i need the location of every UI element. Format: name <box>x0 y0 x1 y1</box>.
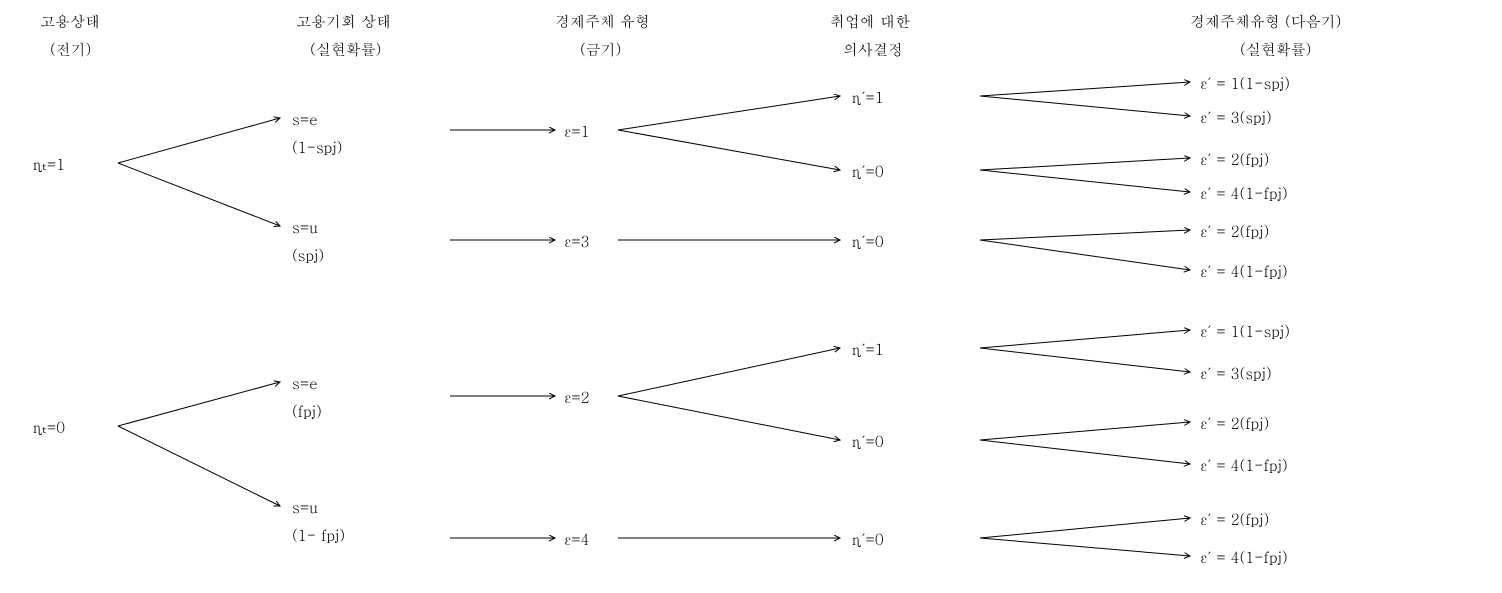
node-label: ε′ = 4(1-fpj) <box>1200 184 1288 204</box>
edge-arrow <box>618 96 840 130</box>
edge-arrow <box>980 240 1190 270</box>
node-label: (fpj) <box>292 402 322 422</box>
header-label: (전기) <box>50 40 91 60</box>
node-label: ε′ = 3(spj) <box>1200 108 1272 128</box>
node-label: η′=1 <box>852 88 884 108</box>
header-label: 취업에 대한 <box>830 12 910 32</box>
node-label: ε=3 <box>564 232 590 252</box>
node-label: s=u <box>292 218 318 238</box>
node-label: (1-spj) <box>292 138 342 158</box>
edge-arrow <box>980 96 1190 116</box>
header-label: 고용상태 <box>40 12 100 32</box>
header-label: 경제주체 유형 <box>555 12 650 32</box>
node-label: ε′ = 2(fpj) <box>1200 414 1269 434</box>
edge-arrow <box>118 382 280 426</box>
header-label: 의사결정 <box>843 40 903 60</box>
edge-arrow <box>980 230 1190 240</box>
node-label: (spj) <box>292 246 324 266</box>
edge-arrow <box>980 440 1190 464</box>
node-label: (1- fpj) <box>292 526 345 546</box>
node-label: ε=2 <box>564 388 590 408</box>
node-label: ε′ = 1(1-spj) <box>1200 74 1290 94</box>
edge-arrow <box>618 130 840 170</box>
edge-arrow <box>618 396 840 440</box>
node-label: η′=0 <box>852 432 884 452</box>
edge-arrow <box>118 426 280 506</box>
edge-arrow <box>980 158 1190 170</box>
node-label: ηₜ=1 <box>33 155 65 175</box>
edge-arrow <box>980 422 1190 440</box>
node-label: ε′ = 2(fpj) <box>1200 150 1269 170</box>
header-label: 경제주체유형 (다음기) <box>1190 12 1341 32</box>
node-label: ε=1 <box>564 122 590 142</box>
node-label: ε′ = 4(1-fpj) <box>1200 456 1288 476</box>
edge-arrow <box>980 330 1190 348</box>
header-label: (실현확률) <box>1240 40 1311 60</box>
node-label: ε′ = 2(fpj) <box>1200 222 1269 242</box>
edge-arrow <box>980 348 1190 372</box>
header-label: (실현확률) <box>310 40 381 60</box>
node-label: ε′ = 4(1-fpj) <box>1200 548 1288 568</box>
node-label: s=e <box>292 374 318 394</box>
header-label: (금기) <box>580 40 621 60</box>
edge-arrow <box>980 518 1190 538</box>
header-label: 고용기회 상태 <box>296 12 391 32</box>
node-label: s=u <box>292 498 318 518</box>
node-label: ε=4 <box>564 530 590 550</box>
node-label: ε′ = 4(1-fpj) <box>1200 262 1288 282</box>
edge-arrow <box>618 348 840 396</box>
node-label: η′=1 <box>852 340 884 360</box>
node-label: ε′ = 2(fpj) <box>1200 510 1269 530</box>
edge-arrow <box>118 118 280 163</box>
node-label: s=e <box>292 110 318 130</box>
node-label: η′=0 <box>852 530 884 550</box>
node-label: ε′ = 3(spj) <box>1200 364 1272 384</box>
edge-arrow <box>118 163 280 226</box>
edge-arrow <box>980 170 1190 192</box>
node-label: ηₜ=0 <box>33 418 65 438</box>
edge-arrow <box>980 538 1190 556</box>
node-label: ε′ = 1(1-spj) <box>1200 322 1290 342</box>
edge-arrow <box>980 82 1190 96</box>
node-label: η′=0 <box>852 162 884 182</box>
node-label: η′=0 <box>852 232 884 252</box>
